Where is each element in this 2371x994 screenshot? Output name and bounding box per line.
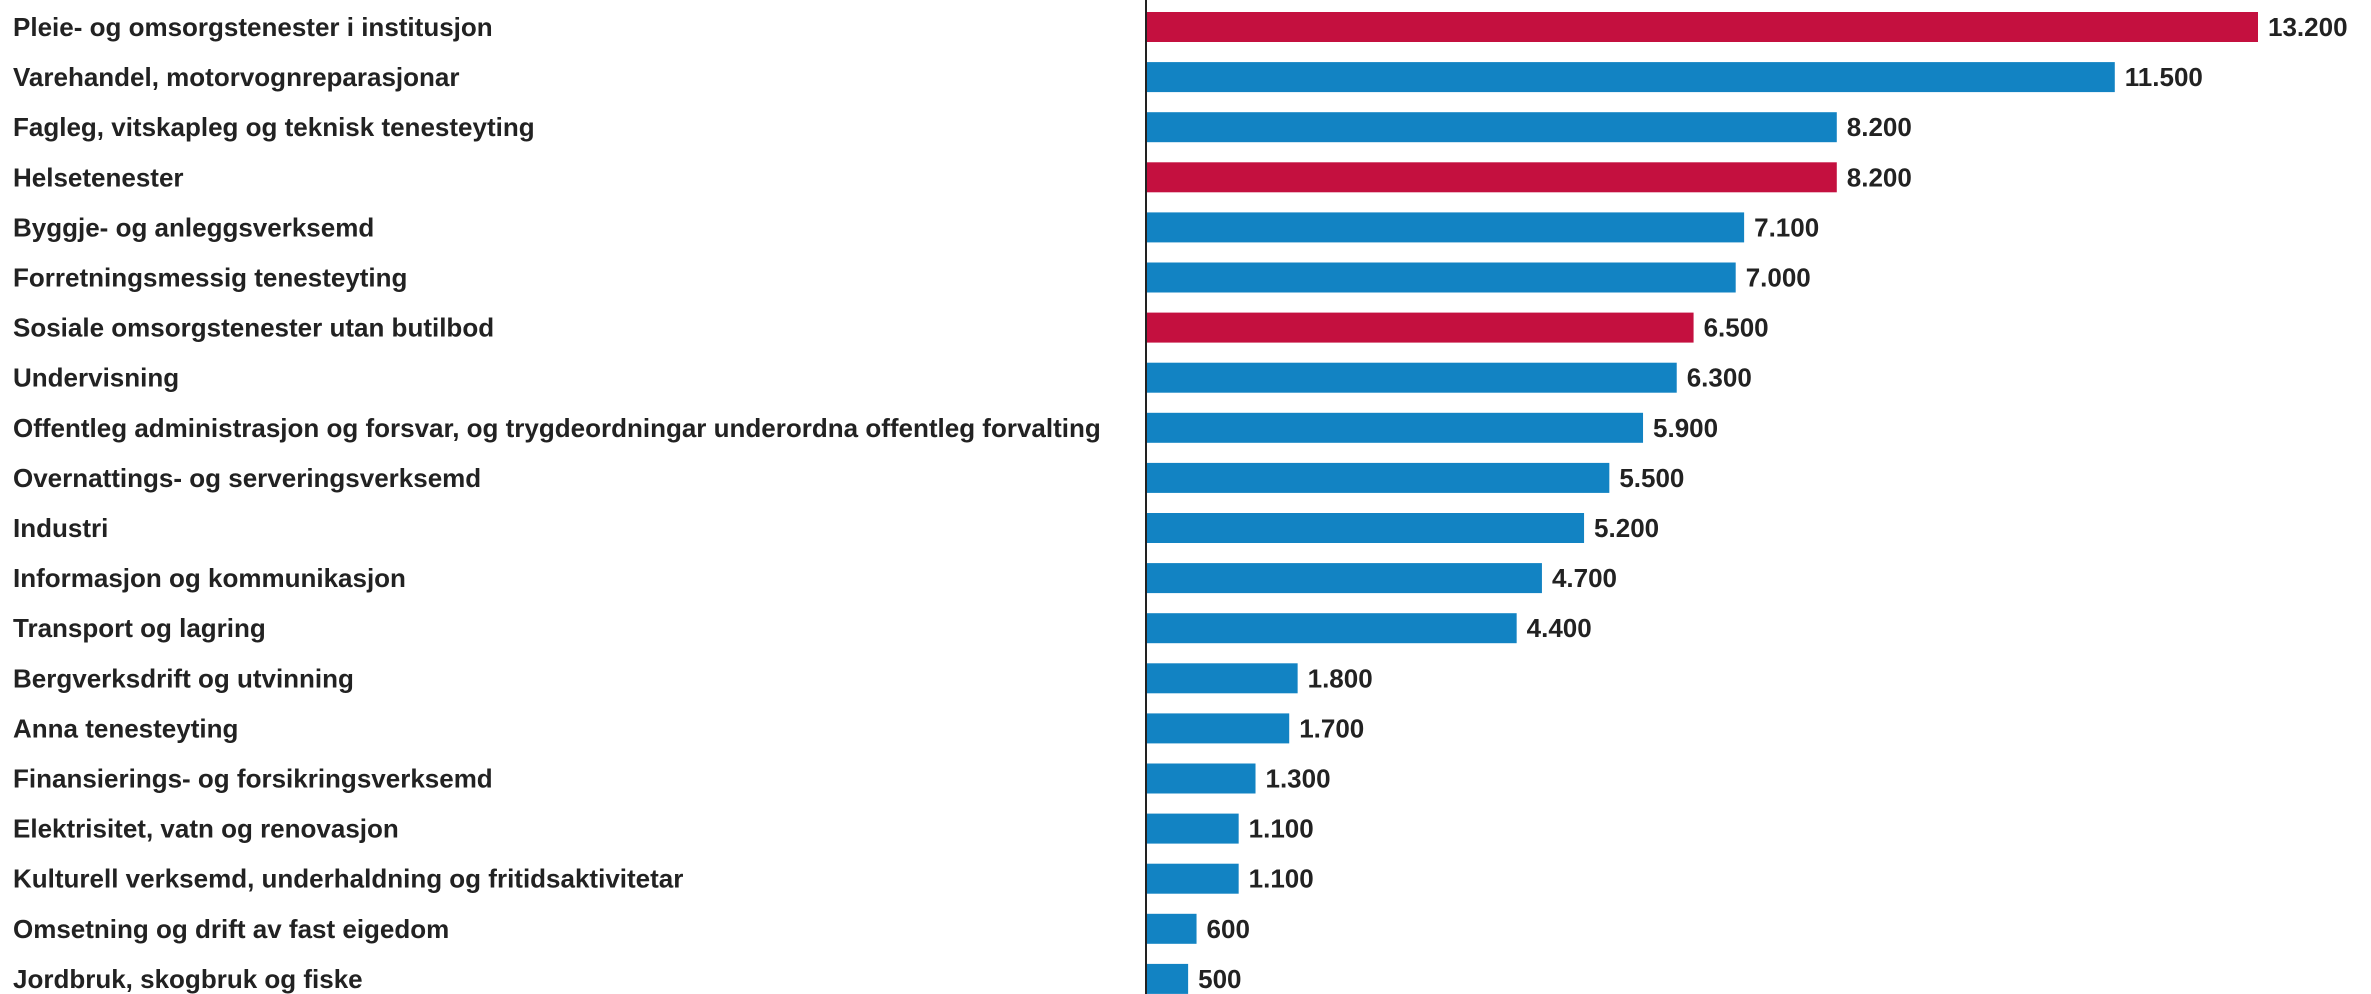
category-label: Undervisning bbox=[13, 363, 179, 393]
value-label: 7.000 bbox=[1746, 263, 1811, 293]
category-label: Helsetenester bbox=[13, 162, 184, 192]
category-label: Forretningsmessig tenesteyting bbox=[13, 263, 407, 293]
value-label: 5.200 bbox=[1594, 513, 1659, 543]
category-label: Industri bbox=[13, 513, 108, 543]
value-label: 6.500 bbox=[1704, 313, 1769, 343]
category-label: Transport og lagring bbox=[13, 613, 266, 643]
category-label: Fagleg, vitskapleg og teknisk tenesteyti… bbox=[13, 112, 535, 142]
value-label: 5.500 bbox=[1619, 463, 1684, 493]
value-label: 1.700 bbox=[1299, 713, 1364, 743]
bar bbox=[1146, 763, 1256, 794]
value-label: 13.200 bbox=[2268, 12, 2348, 42]
category-labels: Pleie- og omsorgstenester i institusjon V… bbox=[13, 12, 1101, 994]
bar bbox=[1146, 913, 1197, 944]
category-label: Sosiale omsorgstenester utan butilbod bbox=[13, 313, 494, 343]
bar bbox=[1146, 362, 1677, 393]
category-label: Varehandel, motorvognreparasjonar bbox=[13, 62, 459, 92]
value-label: 5.900 bbox=[1653, 413, 1718, 443]
bar bbox=[1146, 112, 1837, 143]
bar bbox=[1146, 813, 1239, 844]
bars bbox=[1146, 12, 2258, 994]
category-label: Informasjon og kommunikasjon bbox=[13, 563, 406, 593]
value-label: 1.100 bbox=[1249, 814, 1314, 844]
category-label: Elektrisitet, vatn og renovasjon bbox=[13, 814, 399, 844]
bar bbox=[1146, 563, 1542, 594]
category-label: Bergverksdrift og utvinning bbox=[13, 663, 354, 693]
value-label: 4.400 bbox=[1527, 613, 1592, 643]
bar bbox=[1146, 262, 1736, 293]
bar bbox=[1146, 162, 1837, 193]
bar bbox=[1146, 312, 1694, 343]
bar bbox=[1146, 412, 1644, 443]
category-label: Kulturell verksemd, underhaldning og fri… bbox=[13, 864, 683, 894]
value-label: 1.300 bbox=[1266, 764, 1331, 794]
value-label: 600 bbox=[1207, 914, 1250, 944]
bar bbox=[1146, 513, 1585, 543]
bar bbox=[1146, 863, 1239, 894]
bar bbox=[1146, 963, 1189, 994]
value-label: 500 bbox=[1198, 964, 1241, 994]
bar bbox=[1146, 713, 1290, 744]
bar bbox=[1146, 663, 1298, 694]
bar bbox=[1146, 462, 1610, 493]
bar bbox=[1146, 62, 2115, 93]
category-label: Pleie- og omsorgstenester i institusjon bbox=[13, 12, 493, 42]
category-label: Overnattings- og serveringsverksemd bbox=[13, 463, 481, 493]
category-label: Byggje- og anleggsverksemd bbox=[13, 212, 374, 242]
category-label: Anna tenesteyting bbox=[13, 713, 238, 743]
value-label: 11.500 bbox=[2125, 62, 2203, 92]
category-label: Finansierings- og forsikringsverksemd bbox=[13, 764, 493, 794]
value-label: 1.100 bbox=[1249, 864, 1314, 894]
value-label: 1.800 bbox=[1308, 663, 1373, 693]
bar bbox=[1146, 12, 2258, 42]
category-label: Jordbruk, skogbruk og fiske bbox=[13, 964, 363, 994]
value-label: 7.100 bbox=[1754, 212, 1819, 242]
value-label: 4.700 bbox=[1552, 563, 1617, 593]
value-label: 8.200 bbox=[1847, 112, 1912, 142]
bar bbox=[1146, 212, 1745, 243]
value-labels: 13.200 11.500 8.200 8.200 7.100 7.000 6.500 6.3… bbox=[1198, 12, 2347, 994]
value-label: 8.200 bbox=[1847, 162, 1912, 192]
category-label: Omsetning og drift av fast eigedom bbox=[13, 914, 449, 944]
bar bbox=[1146, 613, 1517, 644]
category-label: Offentleg administrasjon og forsvar, og … bbox=[13, 413, 1101, 443]
value-label: 6.300 bbox=[1687, 363, 1752, 393]
